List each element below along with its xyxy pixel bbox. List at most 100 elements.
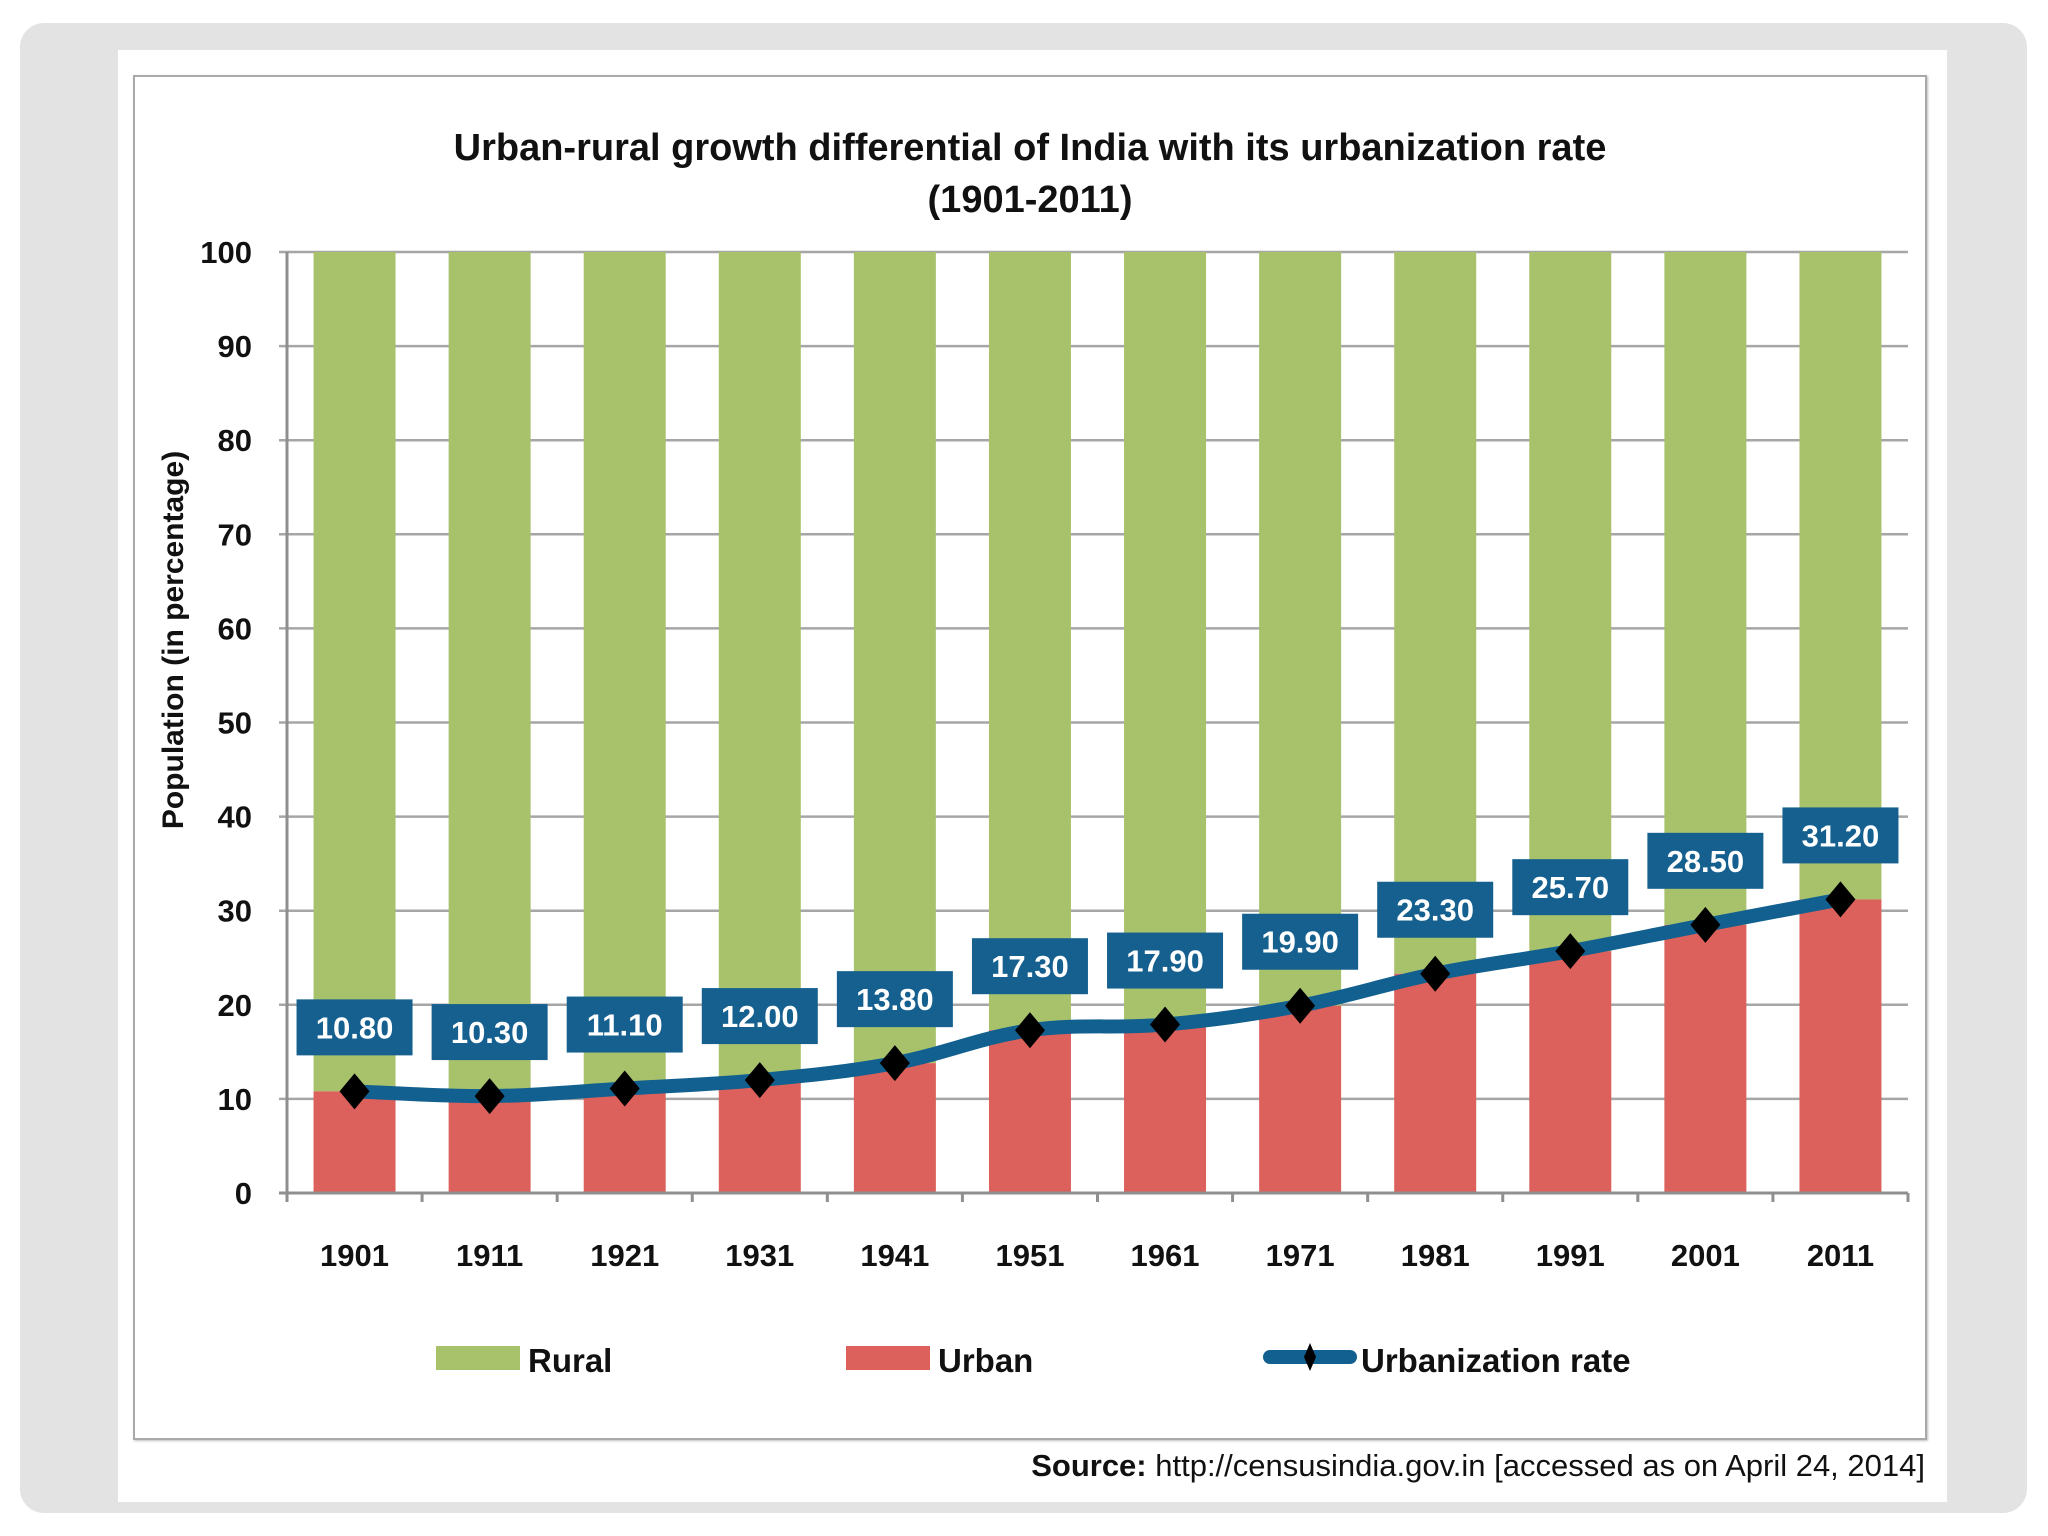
bar-rural: [718, 252, 801, 1081]
x-tick-labels: 1901 1911 1921 1931 1941 1951 1961 1971 1981 1991…: [320, 1238, 1874, 1273]
rate-line-path: [347, 892, 1848, 1104]
rate-marker-diamond: [879, 1045, 910, 1082]
data-label-box: [1512, 859, 1629, 916]
data-label: 31.20: [1802, 818, 1880, 853]
y-axis-title: Population (in percentage): [157, 451, 190, 829]
urbanization-rate-line: [339, 881, 1856, 1115]
bar-rural: [988, 252, 1071, 1031]
rate-marker-diamond: [1150, 1006, 1181, 1043]
rate-marker-diamond: [339, 1073, 370, 1110]
y-tick-label: 20: [218, 988, 252, 1023]
x-tick-label: 2011: [1807, 1238, 1874, 1273]
bar-rural: [313, 252, 396, 1092]
data-label: 12.00: [721, 999, 799, 1034]
data-label-box: [971, 938, 1088, 995]
rate-marker-diamond: [1690, 906, 1721, 943]
data-label: 11.10: [587, 1008, 663, 1043]
rate-marker-diamond: [744, 1062, 775, 1099]
data-label: 13.80: [856, 982, 934, 1017]
data-label-box: [1782, 807, 1899, 864]
y-tick-label: 30: [218, 894, 252, 929]
gridlines: [279, 250, 1908, 1101]
data-label-box: [1107, 932, 1224, 989]
rate-marker-diamond: [609, 1070, 640, 1107]
data-label-box: [296, 999, 413, 1056]
y-tick-label: 10: [218, 1082, 252, 1117]
data-label: 10.80: [316, 1010, 394, 1045]
y-tick-label: 90: [218, 329, 252, 364]
x-tick-label: 1951: [995, 1238, 1064, 1273]
x-tick-label: 1921: [590, 1238, 659, 1273]
data-label: 23.30: [1396, 893, 1474, 928]
data-label-box: [1377, 881, 1494, 938]
y-tick-labels: 0 10 20 30 40 50 60 70 80 90 100: [200, 235, 252, 1211]
chart-title: Urban-rural growth differential of India…: [454, 127, 1607, 169]
x-tick-label: 1901: [320, 1238, 389, 1273]
y-tick-label: 0: [235, 1176, 252, 1211]
chart-subtitle: (1901-2011): [928, 179, 1133, 221]
data-label-box: [566, 996, 683, 1053]
bar-urban: [1664, 924, 1747, 1193]
data-label: 28.50: [1667, 844, 1745, 879]
bar-rural: [448, 252, 531, 1097]
legend-swatch-rural: [436, 1346, 520, 1370]
bar-urban: [1259, 1005, 1342, 1193]
y-tick-label: 80: [218, 423, 252, 458]
legend-label-urban: Urban: [938, 1342, 1033, 1379]
rate-marker-diamond: [1420, 955, 1451, 992]
bar-urban: [1529, 951, 1612, 1193]
bar-urban: [718, 1080, 801, 1193]
legend-marker-rate: [1304, 1343, 1316, 1371]
y-tick-label: 40: [218, 800, 252, 835]
data-label: 25.70: [1532, 870, 1610, 905]
bar-rural: [1664, 252, 1747, 925]
bar-rural: [1259, 252, 1342, 1006]
bar-urban: [1799, 899, 1882, 1193]
data-label: 19.90: [1261, 925, 1339, 960]
legend-label-rate: Urbanization rate: [1361, 1342, 1631, 1379]
x-tick-label: 1961: [1131, 1238, 1200, 1273]
bar-rural: [1394, 252, 1477, 974]
x-tick-label: 1981: [1401, 1238, 1470, 1273]
source-label: Source:: [1031, 1448, 1147, 1483]
y-tick-label: 100: [200, 235, 252, 270]
y-tick-label: 70: [218, 517, 252, 552]
axes: [279, 252, 1910, 1202]
data-label-box: [701, 988, 818, 1045]
bar-urban: [1124, 1024, 1207, 1193]
x-tick-label: 1991: [1536, 1238, 1605, 1273]
bar-urban: [853, 1063, 936, 1193]
data-label: 10.30: [451, 1015, 529, 1050]
y-tick-label: 60: [218, 611, 252, 646]
bar-urban: [988, 1030, 1071, 1193]
data-label-box: [1242, 913, 1359, 970]
x-tick-label: 1931: [725, 1238, 794, 1273]
bars: [313, 252, 1882, 1193]
legend: Rural Urban Urbanization rate: [436, 1342, 1631, 1379]
data-label: 17.90: [1126, 944, 1204, 979]
bar-urban: [1394, 973, 1477, 1193]
bar-rural: [1529, 252, 1612, 952]
bar-rural: [853, 252, 936, 1064]
x-tick-label: 1911: [456, 1238, 523, 1273]
source-note: Source: http://censusindia.gov.in [acces…: [1031, 1448, 1925, 1484]
x-tick-label: 1971: [1266, 1238, 1335, 1273]
y-tick-label: 50: [218, 706, 252, 741]
data-label: 17.30: [991, 949, 1069, 984]
rate-marker-diamond: [474, 1078, 505, 1115]
legend-swatch-urban: [846, 1346, 930, 1370]
legend-label-rural: Rural: [528, 1342, 612, 1379]
bar-rural: [583, 252, 666, 1089]
rate-marker-diamond: [1555, 933, 1586, 970]
bar-rural: [1124, 252, 1207, 1025]
source-text: http://censusindia.gov.in [accessed as o…: [1146, 1448, 1925, 1483]
data-label-box: [431, 1004, 548, 1061]
data-label-box: [1647, 832, 1764, 889]
rate-marker-diamond: [1825, 881, 1856, 918]
bar-rural: [1799, 252, 1882, 900]
rate-marker-diamond: [1014, 1012, 1045, 1049]
x-tick-label: 1941: [860, 1238, 929, 1273]
x-tick-label: 2001: [1671, 1238, 1740, 1273]
data-labels: 10.80 10.30 11.10 12.00 13.80 17.30 17.90 19.90…: [296, 807, 1899, 1061]
